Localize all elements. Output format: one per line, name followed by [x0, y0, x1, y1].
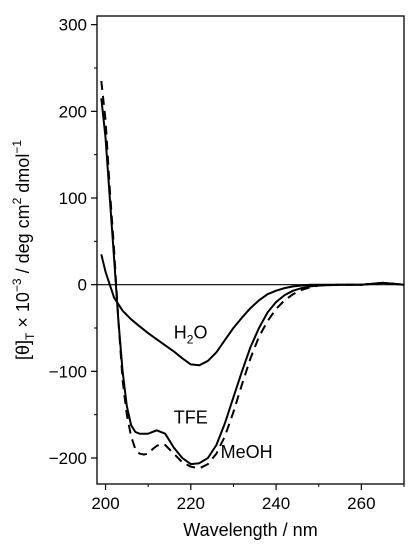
y-axis-title: [θ]T × 10−3 / deg cm2 dmol−1 [10, 140, 37, 360]
y-tick-label: −200 [49, 449, 87, 468]
y-title-part1: [θ] [13, 340, 33, 360]
y-title-part4: dmol [13, 154, 33, 198]
annotation-h2o-main: H [174, 322, 187, 342]
y-tick-label: 200 [59, 102, 87, 121]
x-tick-label: 240 [262, 494, 290, 513]
annotation-h2o: H2O [174, 322, 208, 346]
y-title-sup2: 2 [10, 197, 24, 204]
y-axis: −200 −100 0 100 200 300 [49, 16, 97, 468]
x-axis: 200 220 240 260 [91, 484, 405, 513]
annotation-meoh: MeOH [221, 442, 273, 462]
y-title-sup3: −1 [10, 140, 24, 154]
y-tick-label: 100 [59, 189, 87, 208]
plot-area [96, 15, 405, 485]
y-tick-label: −100 [49, 362, 87, 381]
y-title-part2: × 10 [13, 292, 33, 333]
x-tick-label: 260 [347, 494, 375, 513]
plot-frame [96, 15, 405, 485]
annotation-layer: H2O TFE MeOH [174, 322, 273, 462]
series-layer [100, 80, 405, 470]
annotation-h2o-sub: 2 [187, 332, 194, 346]
y-title-part3: / deg cm [13, 204, 33, 278]
y-tick-label: 0 [78, 276, 87, 295]
y-tick-label: 300 [59, 16, 87, 35]
x-tick-label: 220 [177, 494, 205, 513]
annotation-tfe: TFE [174, 407, 208, 427]
series-line-tfe [100, 98, 405, 466]
series-line-h2o [100, 254, 405, 367]
x-axis-title: Wavelength / nm [183, 520, 317, 540]
annotation-h2o-tail: O [193, 322, 207, 342]
x-tick-label: 200 [91, 494, 119, 513]
y-title-sub: T [23, 332, 37, 340]
y-title-sup1: −3 [10, 278, 24, 292]
series-line-meoh [100, 80, 405, 470]
